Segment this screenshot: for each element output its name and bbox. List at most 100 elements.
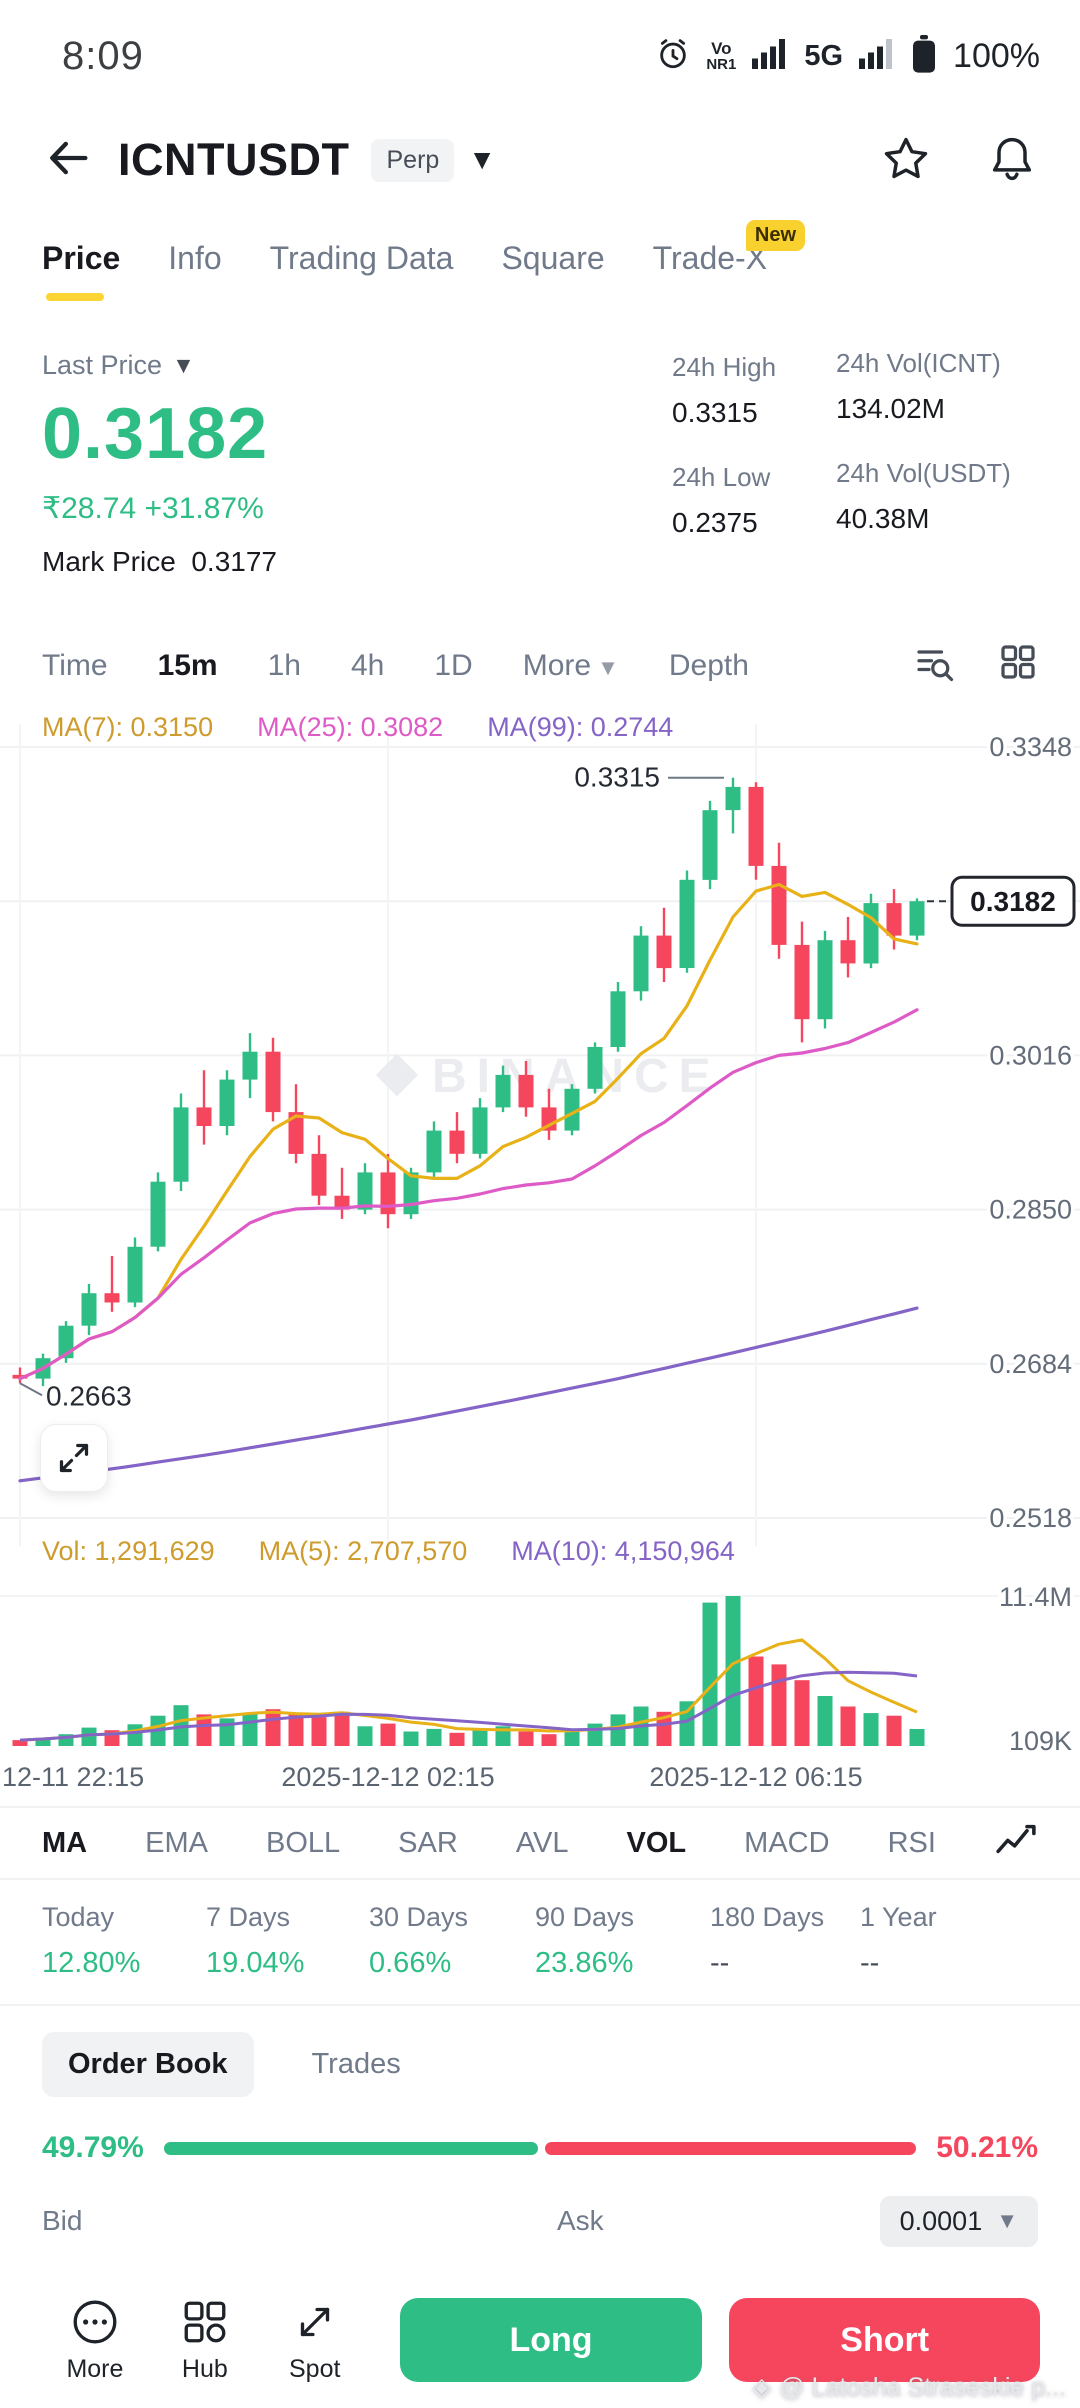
stat-24h-vol-base: 24h Vol(ICNT) 134.02M <box>836 348 1001 424</box>
hub-button[interactable]: Hub <box>150 2297 260 2384</box>
diamond-icon: ◈ <box>752 2373 772 2401</box>
ma-label-2: MA(99): 0.2744 <box>487 712 674 742</box>
volume-overlay-labels: Vol: 1,291,629 MA(5): 2,707,570 MA(10): … <box>42 1536 735 1567</box>
status-icons: Vo NR1 5G 100% <box>656 34 1040 78</box>
indicator-rsi[interactable]: RSI <box>887 1826 936 1859</box>
indicator-sar[interactable]: SAR <box>398 1826 458 1859</box>
circle-ellipsis-icon <box>73 2300 117 2343</box>
performance-stats: Today 12.80% 7 Days 19.04% 30 Days 0.66%… <box>0 1902 1080 1994</box>
mark-price: Mark Price 0.3177 <box>42 546 277 577</box>
stat-24h-high: 24h High 0.3315 <box>672 352 777 428</box>
x-tick: 2025-12-12 06:15 <box>649 1762 863 1792</box>
spot-button[interactable]: Spot <box>260 2297 370 2384</box>
ask-label: Ask <box>557 2205 604 2236</box>
svg-text:0.3315: 0.3315 <box>574 762 660 793</box>
bid-ask-header: Bid Ask 0.0001 ▼ <box>42 2194 1038 2248</box>
interval-4h[interactable]: 4h <box>350 649 385 682</box>
perp-badge: Perp <box>371 138 455 182</box>
symbol-dropdown-caret-icon[interactable]: ▼ <box>468 144 497 175</box>
interval-more-dropdown[interactable]: More ▼ <box>522 649 619 682</box>
tab-info[interactable]: Info <box>168 240 222 276</box>
indicator-settings-icon[interactable] <box>914 642 954 690</box>
ma-label-1: MA(25): 0.3082 <box>257 712 444 742</box>
new-badge: New <box>745 220 806 251</box>
short-button[interactable]: Short <box>729 2298 1041 2382</box>
indicator-vol[interactable]: VOL <box>626 1826 687 1859</box>
tab-order-book[interactable]: Order Book <box>42 2032 254 2097</box>
vonr-indicator: Vo NR1 <box>706 39 737 73</box>
back-button[interactable] <box>42 132 94 189</box>
stat-24h-vol-quote: 24h Vol(USDT) 40.38M <box>836 458 1011 534</box>
symbol-title[interactable]: ICNTUSDT <box>118 134 350 185</box>
page-tabs: Price Info Trading Data Square Trade-X N… <box>0 220 1080 301</box>
last-price-dropdown[interactable]: Last Price ▼ <box>42 350 195 380</box>
chart-x-axis: 12-11 22:15 2025-12-12 02:15 2025-12-12 … <box>0 1762 1080 1798</box>
fiat-price-and-change: ₹28.74 +31.87% <box>42 492 264 525</box>
fullscreen-expand-button[interactable] <box>40 1424 108 1492</box>
chevron-down-icon: ▼ <box>996 2208 1018 2233</box>
x-tick: 2025-12-12 02:15 <box>281 1762 495 1792</box>
chevron-down-icon: ▼ <box>172 352 195 378</box>
tab-trades[interactable]: Trades <box>311 2048 401 2080</box>
interval-1d[interactable]: 1D <box>434 649 473 682</box>
perf-1y: 1 Year -- <box>860 1902 937 1979</box>
header-actions <box>880 132 1038 189</box>
vol-label-1: MA(5): 2,707,570 <box>258 1536 468 1566</box>
indicator-ema[interactable]: EMA <box>145 1826 208 1859</box>
header-bar: ICNTUSDT Perp ▼ <box>0 118 1080 202</box>
indicator-avl[interactable]: AVL <box>515 1826 569 1859</box>
svg-text:0.2684: 0.2684 <box>989 1349 1072 1379</box>
clock-time: 8:09 <box>62 33 144 78</box>
perf-180d: 180 Days -- <box>710 1902 825 1979</box>
indicator-boll[interactable]: BOLL <box>265 1826 341 1859</box>
last-price-value: 0.3182 <box>42 394 269 474</box>
interval-time[interactable]: Time <box>42 649 108 682</box>
indicator-ma[interactable]: MA <box>42 1826 88 1859</box>
bottom-action-bar: More Hub Spot Long Short <box>0 2272 1080 2408</box>
interval-15m[interactable]: 15m <box>157 649 218 682</box>
volume-chart[interactable]: 11.4M 109K <box>0 1572 1080 1762</box>
network-type-label: 5G <box>804 39 844 72</box>
vol-label-0: Vol: 1,291,629 <box>42 1536 215 1566</box>
interval-1h[interactable]: 1h <box>267 649 301 682</box>
depth-ratio-bar <box>163 2141 917 2155</box>
buy-percent: 49.79% <box>42 2131 144 2164</box>
svg-text:109K: 109K <box>1009 1726 1072 1756</box>
favorite-star-icon[interactable] <box>880 132 932 189</box>
tab-trading-data[interactable]: Trading Data <box>269 240 454 276</box>
svg-text:0.3348: 0.3348 <box>989 732 1072 762</box>
photo-watermark: ◈ @ Latosha Straseskie p... <box>752 2372 1066 2402</box>
chart-toolbar: Time 15m 1h 4h 1D More ▼ Depth <box>0 642 1080 690</box>
chevron-down-icon: ▼ <box>597 655 619 680</box>
long-button[interactable]: Long <box>399 2298 703 2382</box>
ma-overlay-labels: MA(7): 0.3150 MA(25): 0.3082 MA(99): 0.2… <box>42 712 673 743</box>
precision-dropdown[interactable]: 0.0001 ▼ <box>879 2195 1038 2247</box>
candlestick-chart[interactable]: BINANCE0.33480.30160.28500.26840.25180.3… <box>0 720 1080 1560</box>
indicator-macd[interactable]: MACD <box>744 1826 830 1859</box>
depth-tab[interactable]: Depth <box>668 649 749 682</box>
tab-price[interactable]: Price <box>42 240 120 301</box>
battery-percent: 100% <box>953 36 1040 75</box>
signal-bars-icon <box>752 38 788 75</box>
hub-grid-icon <box>184 2301 226 2342</box>
swap-arrows-icon <box>300 2307 329 2336</box>
tab-square[interactable]: Square <box>501 240 605 276</box>
stat-24h-low: 24h Low 0.2375 <box>672 462 771 538</box>
tab-trade-x[interactable]: Trade-X New <box>653 220 806 301</box>
battery-icon <box>911 34 937 78</box>
depth-buy-bar <box>163 2141 539 2155</box>
status-bar: 8:09 Vo NR1 5G 100% <box>0 24 1080 88</box>
perf-today: Today 12.80% <box>42 1902 141 1979</box>
sell-percent: 50.21% <box>936 2131 1038 2164</box>
svg-text:0.2850: 0.2850 <box>989 1195 1072 1225</box>
signal-bars-2-icon <box>859 38 895 75</box>
perf-90d: 90 Days 23.86% <box>535 1902 635 1979</box>
more-menu-button[interactable]: More <box>40 2297 150 2384</box>
chart-layout-grid-icon[interactable] <box>998 642 1038 690</box>
toolbar-icons <box>914 642 1038 690</box>
line-chart-icon[interactable] <box>994 1819 1038 1867</box>
notification-bell-icon[interactable] <box>986 132 1038 189</box>
price-panel: Last Price ▼ 0.3182 ₹28.74 +31.87% Mark … <box>42 350 277 578</box>
svg-text:0.2518: 0.2518 <box>989 1503 1072 1533</box>
